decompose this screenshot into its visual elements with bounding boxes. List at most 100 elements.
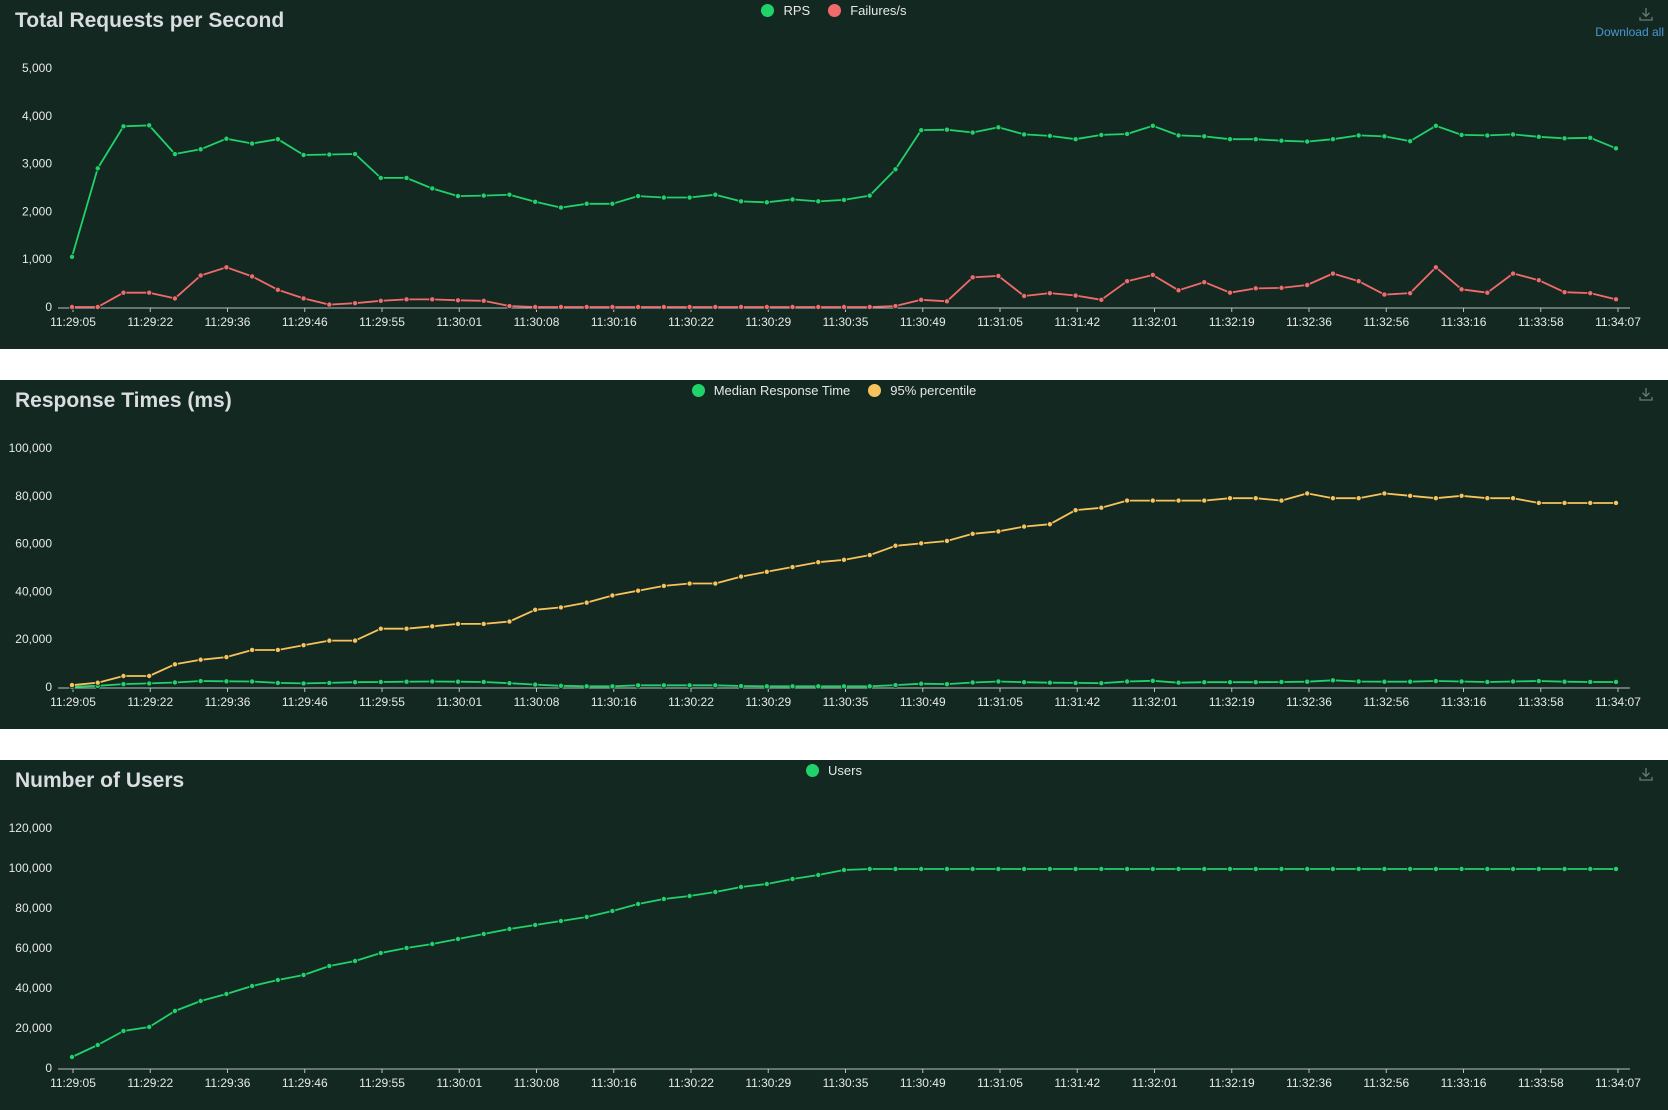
data-point-95-percentile <box>892 542 899 549</box>
data-point-failures-s <box>1227 289 1234 296</box>
legend-item-rps[interactable]: RPS <box>761 3 810 18</box>
users-panel-title: Number of Users <box>15 769 185 792</box>
rps-x-tick-label: 11:32:19 <box>1209 315 1255 329</box>
users-x-tick-label: 11:30:01 <box>436 1076 482 1090</box>
data-point-rps <box>171 151 178 158</box>
data-point-users <box>300 971 307 978</box>
data-point-median-response-time <box>1149 677 1156 684</box>
users-x-tick-label: 11:30:29 <box>745 1076 791 1090</box>
rps-x-tick-label: 11:30:35 <box>823 315 869 329</box>
data-point-failures-s <box>789 303 796 310</box>
users-x-tick-label: 11:32:01 <box>1132 1076 1178 1090</box>
data-point-users <box>506 925 513 932</box>
data-point-users <box>943 866 950 873</box>
data-point-users <box>480 930 487 937</box>
data-point-failures-s <box>815 303 822 310</box>
data-point-users <box>1046 866 1053 873</box>
response-times-x-tick-label: 11:34:07 <box>1595 695 1641 709</box>
data-point-95-percentile <box>146 673 153 680</box>
data-point-median-response-time <box>1587 678 1594 685</box>
data-point-failures-s <box>892 303 899 310</box>
rps-x-tick-label: 11:30:08 <box>514 315 560 329</box>
data-point-rps <box>506 191 513 198</box>
data-point-failures-s <box>969 274 976 281</box>
data-point-users <box>69 1053 76 1060</box>
data-point-rps <box>712 191 719 198</box>
data-point-95-percentile <box>429 623 436 630</box>
data-point-rps <box>1535 133 1542 140</box>
data-point-95-percentile <box>274 646 281 653</box>
download-icon[interactable] <box>1638 386 1654 402</box>
data-point-rps <box>120 123 127 130</box>
data-point-median-response-time <box>1613 678 1620 685</box>
response-times-x-tick-label: 11:29:46 <box>282 695 328 709</box>
download-icon[interactable] <box>1638 6 1654 22</box>
data-point-users <box>1355 866 1362 873</box>
response-times-download[interactable] <box>1638 386 1660 402</box>
data-point-rps <box>1072 136 1079 143</box>
data-point-95-percentile <box>377 625 384 632</box>
data-point-95-percentile <box>69 682 76 689</box>
data-point-failures-s <box>1432 264 1439 271</box>
users-chart: 120,000100,00080,00060,00040,00020,00001… <box>9 821 1642 1090</box>
data-point-failures-s <box>274 286 281 293</box>
rps-download[interactable]: Download all <box>1595 6 1664 39</box>
data-point-rps <box>1304 138 1311 145</box>
legend-item-p95[interactable]: 95% percentile <box>868 383 976 398</box>
rps-x-tick-label: 11:32:36 <box>1286 315 1332 329</box>
rps-x-tick-label: 11:33:58 <box>1518 315 1564 329</box>
data-point-95-percentile <box>249 646 256 653</box>
data-point-failures-s <box>69 303 76 310</box>
response-times-x-tick-label: 11:30:49 <box>900 695 946 709</box>
data-point-95-percentile <box>1587 499 1594 506</box>
data-point-median-response-time <box>583 683 590 690</box>
legend-item-users[interactable]: Users <box>806 763 862 778</box>
response-times-x-tick-label: 11:32:01 <box>1132 695 1178 709</box>
data-point-median-response-time <box>326 679 333 686</box>
data-point-95-percentile <box>1227 495 1234 502</box>
data-point-users <box>403 944 410 951</box>
download-all-link[interactable]: Download all <box>1595 25 1664 39</box>
rps-x-tick-label: 11:31:42 <box>1054 315 1100 329</box>
data-point-95-percentile <box>969 530 976 537</box>
data-point-users <box>583 913 590 920</box>
data-point-users <box>326 962 333 969</box>
legend-item-median[interactable]: Median Response Time <box>691 383 850 398</box>
data-point-median-response-time <box>686 682 693 689</box>
data-point-failures-s <box>1355 278 1362 285</box>
users-download[interactable] <box>1638 766 1660 782</box>
data-point-failures-s <box>712 303 719 310</box>
data-point-failures-s <box>1098 296 1105 303</box>
data-point-95-percentile <box>1201 497 1208 504</box>
data-point-failures-s <box>1510 270 1517 277</box>
data-point-95-percentile <box>841 556 848 563</box>
data-point-95-percentile <box>532 606 539 613</box>
response-times-x-tick-label: 11:30:01 <box>436 695 482 709</box>
users-x-tick-label: 11:29:46 <box>282 1076 328 1090</box>
response-times-x-tick-label: 11:30:08 <box>514 695 560 709</box>
users-x-tick-label: 11:29:36 <box>205 1076 251 1090</box>
data-point-median-response-time <box>429 678 436 685</box>
data-point-users <box>120 1027 127 1034</box>
users-x-tick-label: 11:34:07 <box>1595 1076 1641 1090</box>
data-point-median-response-time <box>377 678 384 685</box>
response-times-y-tick-label: 0 <box>45 680 52 694</box>
series-line-rps <box>71 124 1617 258</box>
data-point-failures-s <box>609 303 616 310</box>
data-point-users <box>1124 866 1131 873</box>
data-point-95-percentile <box>300 642 307 649</box>
data-point-median-response-time <box>763 683 770 690</box>
users-x-tick-label: 11:33:58 <box>1518 1076 1564 1090</box>
download-icon[interactable] <box>1638 766 1654 782</box>
data-point-95-percentile <box>1432 495 1439 502</box>
data-point-users <box>866 866 873 873</box>
data-point-95-percentile <box>1381 490 1388 497</box>
data-point-95-percentile <box>223 654 230 661</box>
data-point-failures-s <box>1458 286 1465 293</box>
data-point-rps <box>995 124 1002 131</box>
legend-item-failures[interactable]: Failures/s <box>828 3 907 18</box>
data-point-median-response-time <box>249 678 256 685</box>
data-point-failures-s <box>1201 279 1208 286</box>
rps-x-tick-label: 11:30:29 <box>745 315 791 329</box>
data-point-rps <box>969 129 976 136</box>
